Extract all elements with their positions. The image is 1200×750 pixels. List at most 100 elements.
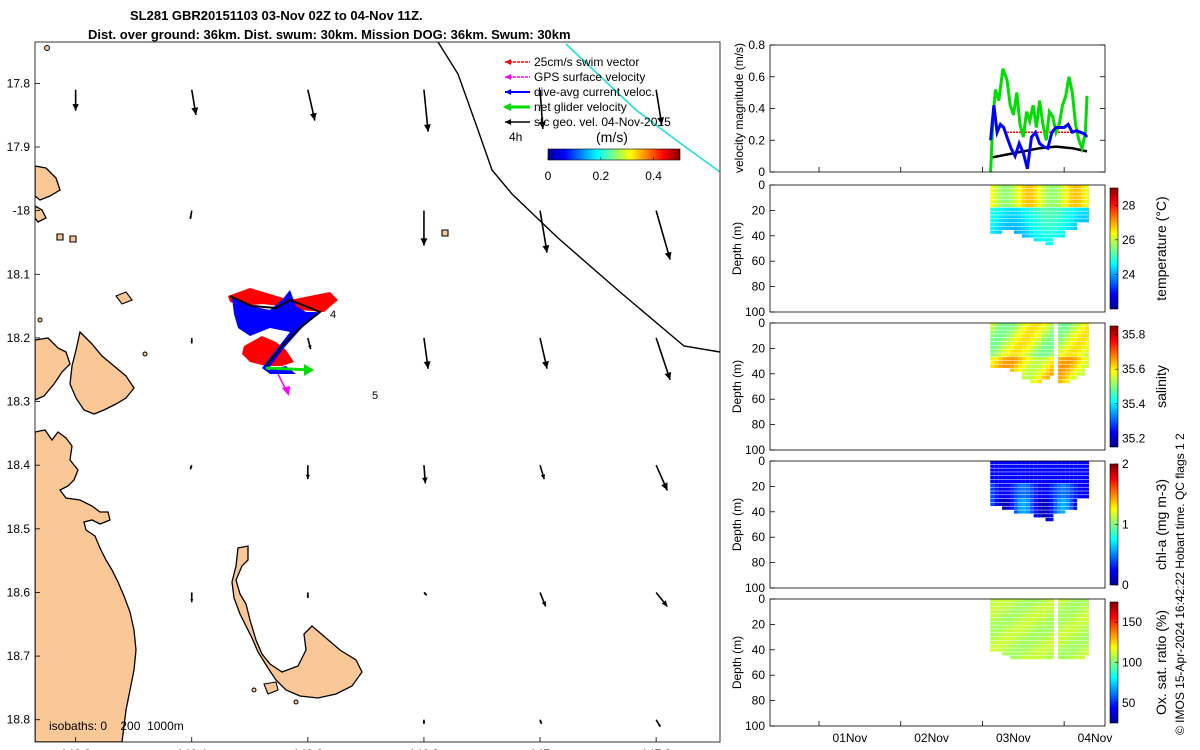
depth-sample (1017, 464, 1022, 468)
depth-sample (1057, 510, 1062, 514)
depth-sample (1030, 648, 1035, 652)
map-y-tick-label: 18.8 (7, 713, 31, 727)
depth-sample (1081, 472, 1086, 476)
depth-sample (1081, 491, 1086, 495)
depth-sample (994, 219, 999, 223)
depth-sample (1065, 341, 1070, 346)
depth-sample (1030, 636, 1035, 641)
depth-sample (1002, 211, 1007, 215)
depth-y-tick-label: 20 (752, 203, 766, 217)
depth-sample (1069, 633, 1074, 637)
depth-sample (998, 207, 1003, 211)
depth-sample (1041, 483, 1046, 487)
depth-sample (1085, 184, 1090, 189)
depth-sample (1069, 372, 1074, 376)
depth-sample (1061, 196, 1066, 200)
depth-sample (1022, 625, 1027, 629)
depth-sample (1014, 644, 1019, 648)
depth-sample (1065, 192, 1070, 196)
depth-sample (1029, 226, 1034, 230)
depth-sample (990, 617, 995, 622)
depth-sample (998, 476, 1003, 480)
depth-sample (1045, 476, 1050, 480)
depth-sample (1085, 487, 1090, 491)
depth-sample (1006, 330, 1011, 334)
map-legend: 25cm/s swim vector GPS surface velocity … (503, 55, 681, 183)
depth-sample (1069, 188, 1074, 192)
depth-sample (1013, 487, 1018, 491)
colorbar-tick-label: 35.8 (1122, 328, 1146, 342)
map-x-axis: 146.2146.4146.6146.8147147.2 (61, 737, 671, 750)
depth-sample (1037, 215, 1042, 219)
depth-sample (1030, 357, 1035, 361)
depth-sample (1025, 460, 1030, 465)
depth-sample (1022, 326, 1027, 330)
depth-sample (1065, 464, 1070, 468)
depth-sample (1045, 230, 1050, 234)
depth-sample (1069, 644, 1074, 648)
depth-sample (1030, 629, 1035, 633)
depth-sample (1041, 330, 1046, 334)
depth-sample (1058, 648, 1063, 652)
depth-sample (1061, 360, 1066, 365)
depth-sample (1049, 192, 1054, 196)
depth-sample (1018, 617, 1023, 622)
depth-sample (1057, 468, 1062, 472)
depth-sample (1033, 196, 1038, 200)
depth-sample (1085, 357, 1090, 361)
depth-sample (1017, 483, 1022, 487)
depth-sample (1065, 621, 1070, 625)
depth-sample (1049, 495, 1054, 499)
depth-sample (1041, 360, 1046, 365)
depth-sample (1037, 633, 1042, 637)
depth-sample (1030, 625, 1035, 629)
depth-sample (998, 648, 1003, 652)
depth-sample (1018, 633, 1023, 637)
depth-sample (1073, 610, 1078, 614)
depth-sample (1041, 188, 1046, 192)
depth-sample (1037, 184, 1042, 189)
depth-sample (1081, 211, 1086, 215)
depth-sample (1006, 652, 1011, 656)
depth-sample (1069, 203, 1074, 208)
current-vector (423, 89, 431, 132)
depth-sample (1061, 226, 1066, 230)
depth-sample (1057, 476, 1062, 480)
depth-sample (998, 502, 1003, 506)
depth-sample (1017, 479, 1022, 484)
depth-sample (1081, 598, 1086, 603)
depth-sample (990, 226, 995, 230)
depth-sample (1041, 510, 1046, 514)
depth-sample (1045, 196, 1050, 200)
depth-sample (1041, 636, 1046, 641)
depth-sample (1041, 506, 1046, 510)
depth-y-tick-label: 0 (758, 178, 765, 192)
depth-sample (1014, 606, 1019, 610)
depth-sample (1069, 211, 1074, 215)
depth-sample (1045, 514, 1050, 518)
velocity-series (989, 68, 1089, 173)
depth-sample (1010, 621, 1015, 625)
depth-sample (994, 338, 999, 342)
depth-sample (1045, 203, 1050, 208)
depth-sample (1049, 617, 1054, 622)
depth-sample (1081, 636, 1086, 641)
depth-sample (1061, 621, 1066, 625)
map-y-tick-label: 18.4 (7, 458, 31, 472)
current-vector-head (189, 216, 193, 220)
depth-sample (1049, 338, 1054, 342)
depth-sample (1045, 345, 1050, 349)
small-island-c (441, 229, 449, 237)
depth-sample (990, 353, 995, 357)
depth-sample (1049, 614, 1054, 618)
depth-sample (1081, 357, 1086, 361)
depth-sample (1009, 502, 1014, 506)
map-x-tick-label: 146.2 (61, 747, 91, 750)
islet (293, 699, 299, 705)
map-y-tick-label: -18 (13, 204, 31, 218)
depth-sample (1077, 633, 1082, 637)
depth-sample (1009, 184, 1014, 189)
depth-sample (1073, 460, 1078, 465)
depth-sample (1033, 487, 1038, 491)
